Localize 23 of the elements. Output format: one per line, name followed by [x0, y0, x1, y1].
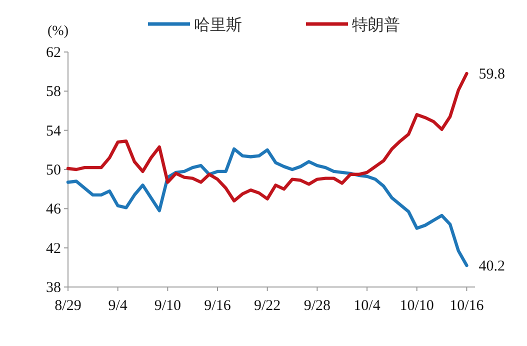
x-tick-label: 9/10 [154, 298, 182, 314]
y-tick-label: 38 [46, 280, 61, 296]
line-series [66, 147, 468, 268]
annotation: 40.2 [478, 258, 505, 274]
y-tick-label: 46 [46, 202, 62, 218]
y-axis-title: (%) [48, 24, 69, 39]
x-tick-label: 9/22 [254, 298, 281, 314]
annotation: 59.8 [478, 66, 505, 83]
y-tick-label: 62 [46, 45, 61, 61]
x-tick-label: 10/4 [354, 298, 381, 314]
x-tick-label: 8/29 [54, 298, 82, 314]
x-tick-label: 9/28 [304, 298, 331, 314]
line-series [66, 72, 468, 202]
y-tick-label: 42 [46, 240, 61, 257]
x-tick-label: 9/4 [108, 298, 128, 314]
x-tick-label: 9/16 [204, 298, 232, 314]
x-tick-label: 10/16 [450, 298, 484, 314]
y-tick-label: 50 [46, 162, 61, 178]
legend-label: 哈里斯 [194, 15, 242, 34]
y-tick-label: 58 [46, 84, 61, 100]
legend-label: 特朗普 [352, 15, 400, 34]
y-tick-label: 54 [46, 123, 62, 140]
x-tick-label: 10/10 [400, 298, 434, 314]
